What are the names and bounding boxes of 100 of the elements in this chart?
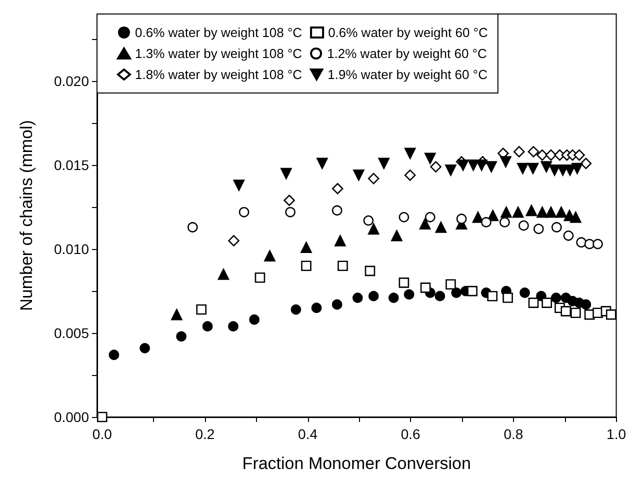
point [228, 235, 240, 246]
point [592, 238, 603, 250]
y-tick-label: 0.005 [54, 325, 90, 342]
point [500, 206, 512, 218]
point [451, 288, 462, 298]
legend-label: 1.9% water by weight 60 °C [328, 67, 488, 82]
point [486, 161, 497, 172]
point [368, 223, 380, 235]
point [254, 272, 266, 283]
x-tick-label: 1.0 [606, 426, 626, 442]
point [556, 206, 567, 218]
point [572, 162, 583, 174]
point [520, 288, 530, 298]
point [404, 289, 414, 300]
point [388, 292, 399, 303]
point [481, 217, 492, 228]
point [332, 182, 344, 194]
point [545, 206, 557, 218]
point [500, 217, 510, 228]
point [332, 205, 342, 216]
point [353, 170, 364, 181]
point [332, 299, 342, 310]
point [352, 292, 363, 303]
point [467, 286, 478, 296]
legend-label: 1.3% water by weight 108 °C [135, 46, 302, 61]
point [487, 290, 498, 302]
point [364, 266, 376, 276]
point [548, 164, 560, 176]
point [542, 298, 552, 308]
point [108, 350, 120, 360]
point [391, 230, 402, 242]
point [419, 218, 431, 230]
point [580, 299, 592, 310]
point [368, 290, 379, 302]
point [398, 278, 410, 288]
x-tick-label: 0.4 [298, 426, 318, 442]
legend-label: 0.6% water by weight 60 °C [328, 25, 488, 40]
point [420, 282, 431, 293]
point [545, 149, 557, 161]
point [334, 235, 346, 246]
point [284, 194, 295, 206]
point [425, 212, 436, 222]
x-tick-label: 0.6 [400, 426, 421, 442]
point [574, 149, 585, 161]
point [264, 250, 276, 262]
y-axis-title: Number of chains (mmol) [17, 120, 36, 311]
point [435, 222, 447, 233]
point [445, 164, 456, 176]
y-tick-label: 0.000 [54, 409, 90, 425]
point [446, 279, 456, 290]
point [551, 222, 562, 232]
point [456, 214, 467, 224]
point [238, 206, 250, 218]
point [527, 162, 539, 174]
point [518, 220, 529, 231]
legend-label: 1.8% water by weight 108 °C [135, 67, 302, 82]
point [533, 224, 544, 234]
legend-label: 1.2% water by weight 60 °C [327, 46, 487, 61]
point [424, 152, 436, 164]
point [316, 158, 328, 170]
point [368, 172, 380, 184]
point [528, 146, 540, 158]
x-tick-label: 0.2 [195, 426, 215, 442]
point [187, 222, 198, 232]
y-tick-label: 0.010 [54, 241, 90, 258]
point [363, 215, 374, 226]
point [517, 162, 528, 174]
point [570, 308, 581, 318]
point [430, 161, 442, 172]
point [378, 158, 390, 170]
point [576, 237, 586, 248]
legend-label: 0.6% water by weight 108 °C [135, 25, 302, 40]
point [228, 321, 238, 332]
point [560, 306, 572, 316]
point [570, 212, 582, 223]
point [249, 314, 260, 325]
point [472, 212, 484, 223]
y-tick-label: 0.020 [54, 73, 90, 90]
point [233, 180, 245, 191]
x-axis-title: Fraction Monomer Conversion [242, 454, 471, 473]
y-tick-label: 0.015 [54, 157, 90, 174]
point [513, 146, 525, 158]
point [550, 292, 562, 303]
point [526, 204, 538, 216]
point [512, 206, 524, 218]
point [398, 212, 410, 222]
point [301, 260, 312, 272]
point [540, 161, 552, 172]
point [280, 168, 292, 180]
point [502, 292, 513, 303]
point [580, 158, 592, 170]
point [536, 149, 548, 161]
point [563, 230, 574, 241]
point [338, 260, 348, 272]
point [434, 290, 446, 302]
point [404, 148, 416, 160]
point [290, 304, 302, 315]
point [457, 159, 469, 171]
point [96, 412, 108, 422]
point [300, 242, 312, 254]
